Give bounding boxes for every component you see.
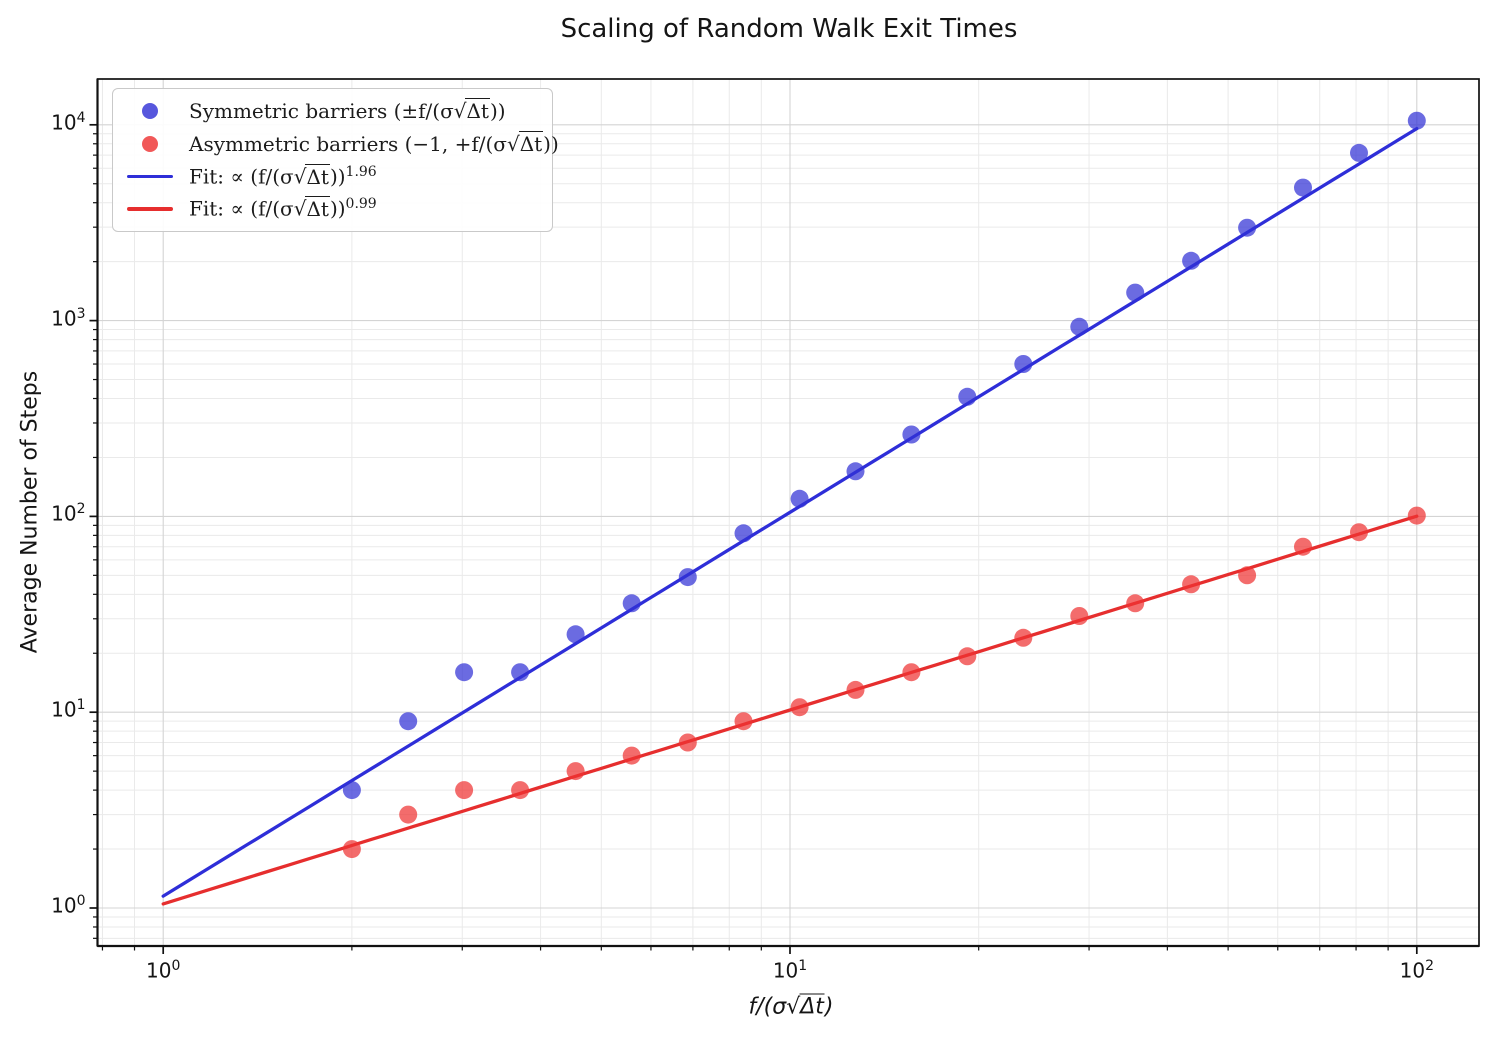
y-tick-label: 100 [51, 893, 86, 918]
data-point-asymmetric [566, 762, 585, 781]
legend-item: Asymmetric barriers (−1, +f/(σ√Δt)) [123, 128, 559, 161]
data-point-asymmetric [790, 698, 809, 717]
legend-label-exponent: 0.99 [345, 196, 377, 213]
x-axis-label-post: ) [824, 994, 834, 1020]
data-point-symmetric [1294, 178, 1312, 197]
legend-label-exponent: 1.96 [345, 163, 377, 180]
data-point-symmetric [1070, 317, 1089, 336]
data-point-symmetric [622, 594, 641, 613]
legend-dot-icon [142, 103, 158, 120]
legend-line-icon [127, 207, 173, 211]
y-tick-label: 102 [51, 501, 86, 527]
data-point-symmetric [1014, 355, 1033, 373]
data-point-asymmetric [622, 746, 641, 765]
legend-marker [123, 174, 177, 178]
legend-dot-icon [142, 135, 158, 152]
data-point-symmetric [846, 462, 865, 481]
x-axis-label-pre: f/(σ√ [748, 994, 801, 1020]
data-point-symmetric [511, 663, 530, 682]
y-tick-label: 103 [51, 305, 86, 331]
x-axis-label-radicand: Δt [799, 993, 825, 1020]
x-tick-label: 101 [772, 958, 808, 983]
fit-line-asymmetric [161, 514, 1419, 906]
data-point-asymmetric [846, 680, 865, 699]
legend-label: Fit: ∝ (f/(σ√Δt))1.96 [189, 163, 377, 189]
data-point-asymmetric [511, 781, 530, 800]
legend-marker [123, 135, 177, 152]
data-point-asymmetric [958, 647, 977, 666]
data-point-symmetric [902, 425, 921, 444]
data-point-asymmetric [455, 781, 474, 800]
legend-label: Fit: ∝ (f/(σ√Δt))0.99 [189, 196, 377, 222]
data-point-asymmetric [1070, 607, 1089, 625]
legend-label-radicand: Δt [465, 98, 490, 124]
data-point-asymmetric [1126, 594, 1145, 613]
x-tick-label-exponent: 2 [1425, 958, 1434, 974]
data-point-symmetric [342, 781, 361, 800]
x-tick-label-exponent: 1 [798, 958, 808, 974]
data-point-symmetric [1126, 283, 1145, 302]
data-point-symmetric [455, 663, 474, 682]
y-tick-label: 101 [51, 697, 86, 722]
legend-label: Asymmetric barriers (−1, +f/(σ√Δt)) [189, 130, 559, 156]
y-tick-label-exponent: 4 [76, 109, 86, 126]
y-tick-label-exponent: 0 [76, 893, 86, 909]
data-point-symmetric [734, 524, 753, 543]
y-axis-label: Average Number of Steps [17, 370, 43, 654]
data-point-symmetric [1350, 143, 1368, 162]
y-tick-label: 104 [51, 109, 86, 135]
data-point-asymmetric [1182, 575, 1201, 594]
y-tick-label-exponent: 2 [76, 501, 86, 518]
data-point-asymmetric [678, 733, 697, 752]
x-tick-label: 100 [146, 958, 181, 983]
data-point-asymmetric [1407, 506, 1426, 525]
data-point-asymmetric [734, 712, 753, 731]
data-point-symmetric [958, 387, 977, 406]
data-point-symmetric [678, 568, 697, 587]
legend-label: Symmetric barriers (±f/(σ√Δt)) [189, 98, 506, 124]
legend-label-radicand: Δt [305, 196, 330, 222]
y-tick-label-exponent: 3 [76, 305, 86, 322]
legend-marker [123, 103, 177, 120]
chart-title: Scaling of Random Walk Exit Times [560, 14, 1018, 44]
x-tick-label: 102 [1399, 958, 1434, 983]
data-point-asymmetric [1014, 628, 1033, 647]
data-point-asymmetric [1294, 537, 1312, 556]
x-tick-label-exponent: 0 [171, 958, 181, 974]
data-point-symmetric [399, 712, 418, 731]
data-point-asymmetric [399, 805, 418, 824]
legend-item: Fit: ∝ (f/(σ√Δt))1.96 [123, 160, 542, 193]
data-point-symmetric [566, 625, 585, 644]
y-tick-label-exponent: 1 [76, 697, 86, 714]
data-point-symmetric [1407, 111, 1426, 130]
data-point-asymmetric [1350, 523, 1368, 542]
data-point-asymmetric [902, 663, 921, 682]
legend-item: Symmetric barriers (±f/(σ√Δt)) [123, 95, 542, 128]
legend-label-radicand: Δt [518, 130, 544, 156]
legend-label-radicand: Δt [305, 163, 330, 189]
data-point-asymmetric [1238, 566, 1257, 585]
legend: Symmetric barriers (±f/(σ√Δt)) Asymmetric… [112, 88, 559, 232]
legend-marker [123, 207, 177, 211]
data-point-asymmetric [342, 840, 361, 859]
data-point-symmetric [1238, 218, 1257, 237]
data-point-symmetric [790, 489, 809, 508]
x-axis-label: f/(σ√Δt) [748, 993, 834, 1020]
fit-line-symmetric [161, 126, 1419, 898]
data-point-symmetric [1182, 251, 1201, 270]
legend-item: Fit: ∝ (f/(σ√Δt))0.99 [123, 193, 542, 226]
legend-line-icon [127, 174, 173, 178]
